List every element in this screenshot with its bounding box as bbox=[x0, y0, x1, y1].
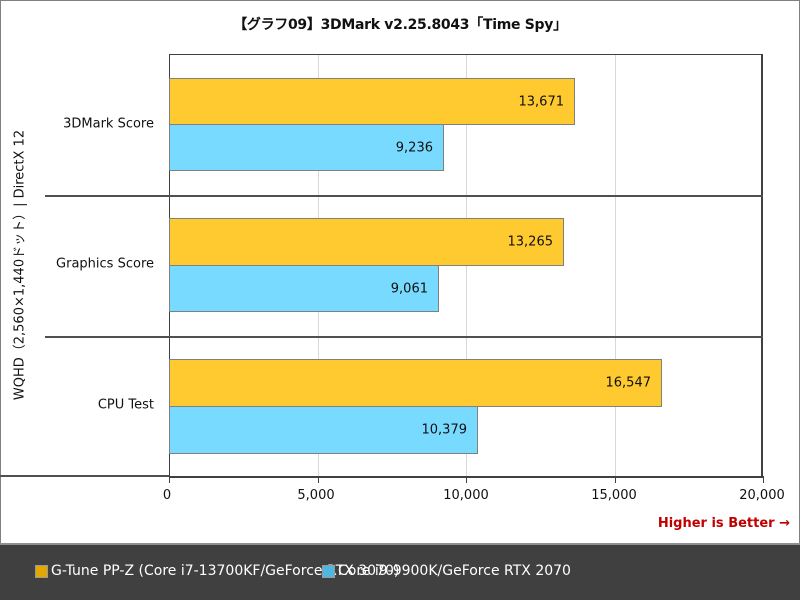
bar-cpu-i9: 10,379 bbox=[169, 406, 478, 454]
higher-is-better-annotation: Higher is Better → bbox=[657, 516, 790, 531]
category-separator bbox=[45, 336, 763, 338]
x-tick-label: 15,000 bbox=[591, 488, 637, 503]
category-label: CPU Test bbox=[97, 397, 154, 413]
legend-label: Core i9-9900K/GeForce RTX 2070 bbox=[338, 563, 571, 579]
category-label: Graphics Score bbox=[56, 256, 154, 272]
legend: G-Tune PP-Z (Core i7-13700KF/GeForce RTX… bbox=[0, 543, 800, 600]
bar-value-label: 13,265 bbox=[507, 234, 554, 250]
x-tick-label: 10,000 bbox=[443, 488, 489, 503]
x-tick bbox=[615, 476, 616, 483]
bar-value-label: 13,671 bbox=[518, 94, 565, 109]
chart-title: 【グラフ09】3DMark v2.25.8043「Time Spy」 bbox=[233, 17, 567, 33]
x-tick-label: 5,000 bbox=[297, 488, 335, 503]
category-separator bbox=[45, 195, 763, 197]
bar-value-label: 9,061 bbox=[390, 281, 428, 296]
legend-swatch-orange bbox=[35, 564, 48, 578]
legend-item-i9: Core i9-9900K/GeForce RTX 2070 bbox=[322, 563, 571, 579]
legend-label: G-Tune PP-Z (Core i7-13700KF/GeForce RTX… bbox=[51, 563, 400, 579]
bar-graphics-gtune: 13,265 bbox=[169, 218, 564, 266]
bar-value-label: 16,547 bbox=[605, 375, 652, 391]
bar-value-label: 10,379 bbox=[421, 422, 468, 438]
gridline-15000 bbox=[615, 54, 616, 476]
bar-3dmark-i9: 9,236 bbox=[169, 124, 444, 171]
label-column-bottom bbox=[0, 475, 169, 477]
bar-graphics-i9: 9,061 bbox=[169, 265, 439, 312]
x-tick bbox=[318, 476, 319, 483]
x-tick bbox=[169, 476, 170, 483]
x-tick-label: 20,000 bbox=[739, 488, 785, 503]
legend-item-gtune: G-Tune PP-Z (Core i7-13700KF/GeForce RTX… bbox=[35, 563, 399, 579]
x-tick bbox=[466, 476, 467, 483]
y-axis-title: WQHD（2,560×1,440ドット）| DirectX 12 bbox=[12, 129, 28, 401]
x-tick-label: 0 bbox=[162, 488, 172, 503]
bar-cpu-gtune: 16,547 bbox=[169, 359, 662, 407]
category-label: 3DMark Score bbox=[63, 116, 154, 132]
bar-3dmark-gtune: 13,671 bbox=[169, 78, 575, 125]
bar-value-label: 9,236 bbox=[395, 140, 433, 155]
legend-swatch-blue bbox=[322, 564, 335, 578]
x-tick bbox=[763, 476, 764, 483]
